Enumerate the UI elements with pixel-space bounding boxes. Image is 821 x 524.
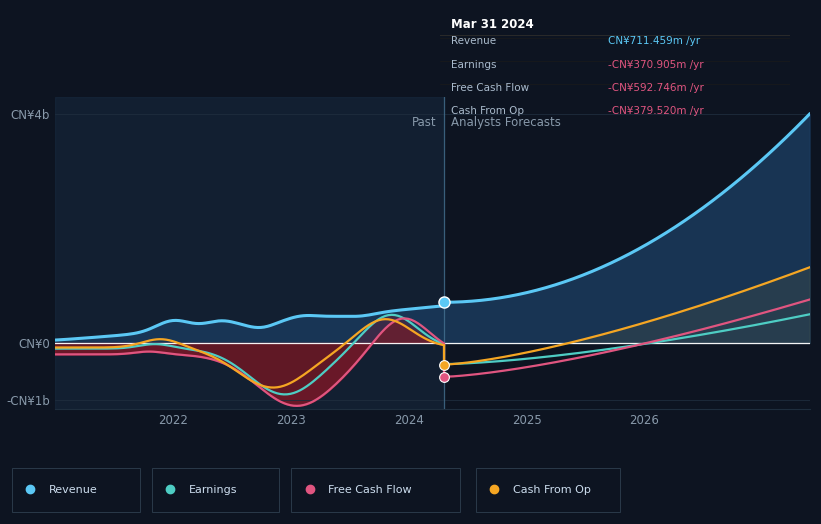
Text: Earnings: Earnings [189, 485, 237, 495]
Text: -CN¥370.905m /yr: -CN¥370.905m /yr [608, 60, 704, 70]
Text: Cash From Op: Cash From Op [513, 485, 591, 495]
Text: Free Cash Flow: Free Cash Flow [328, 485, 412, 495]
Text: Mar 31 2024: Mar 31 2024 [451, 18, 534, 31]
Text: Free Cash Flow: Free Cash Flow [451, 83, 529, 93]
Text: CN¥711.459m /yr: CN¥711.459m /yr [608, 36, 700, 47]
Text: Earnings: Earnings [451, 60, 496, 70]
Text: -CN¥592.746m /yr: -CN¥592.746m /yr [608, 83, 704, 93]
Text: Analysts Forecasts: Analysts Forecasts [451, 116, 561, 129]
Text: Past: Past [412, 116, 437, 129]
Text: Cash From Op: Cash From Op [451, 106, 524, 116]
Text: Revenue: Revenue [451, 36, 496, 47]
Text: -CN¥379.520m /yr: -CN¥379.520m /yr [608, 106, 704, 116]
Bar [55, 97, 444, 409]
Text: Revenue: Revenue [49, 485, 98, 495]
